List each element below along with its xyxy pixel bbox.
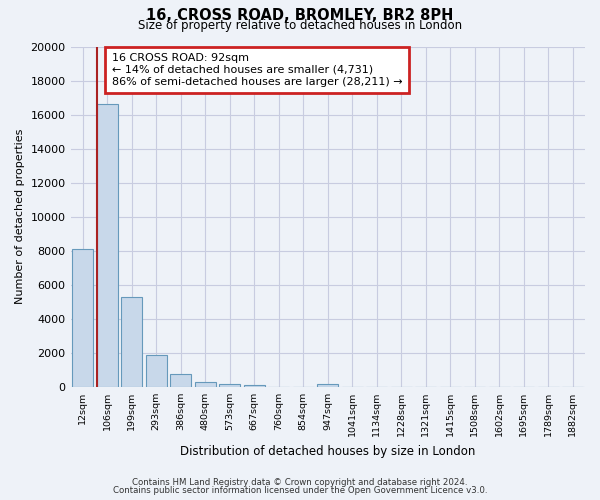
- X-axis label: Distribution of detached houses by size in London: Distribution of detached houses by size …: [180, 444, 475, 458]
- Bar: [121, 296, 142, 387]
- Bar: [244, 385, 265, 387]
- Text: Contains public sector information licensed under the Open Government Licence v3: Contains public sector information licen…: [113, 486, 487, 495]
- Text: 16, CROSS ROAD, BROMLEY, BR2 8PH: 16, CROSS ROAD, BROMLEY, BR2 8PH: [146, 8, 454, 22]
- Bar: [73, 249, 93, 387]
- Bar: [195, 382, 215, 387]
- Bar: [146, 356, 167, 387]
- Text: Size of property relative to detached houses in London: Size of property relative to detached ho…: [138, 18, 462, 32]
- Text: Contains HM Land Registry data © Crown copyright and database right 2024.: Contains HM Land Registry data © Crown c…: [132, 478, 468, 487]
- Text: 16 CROSS ROAD: 92sqm
← 14% of detached houses are smaller (4,731)
86% of semi-de: 16 CROSS ROAD: 92sqm ← 14% of detached h…: [112, 54, 403, 86]
- Bar: [317, 384, 338, 387]
- Bar: [220, 384, 240, 387]
- Y-axis label: Number of detached properties: Number of detached properties: [15, 129, 25, 304]
- Bar: [170, 374, 191, 387]
- Bar: [97, 104, 118, 387]
